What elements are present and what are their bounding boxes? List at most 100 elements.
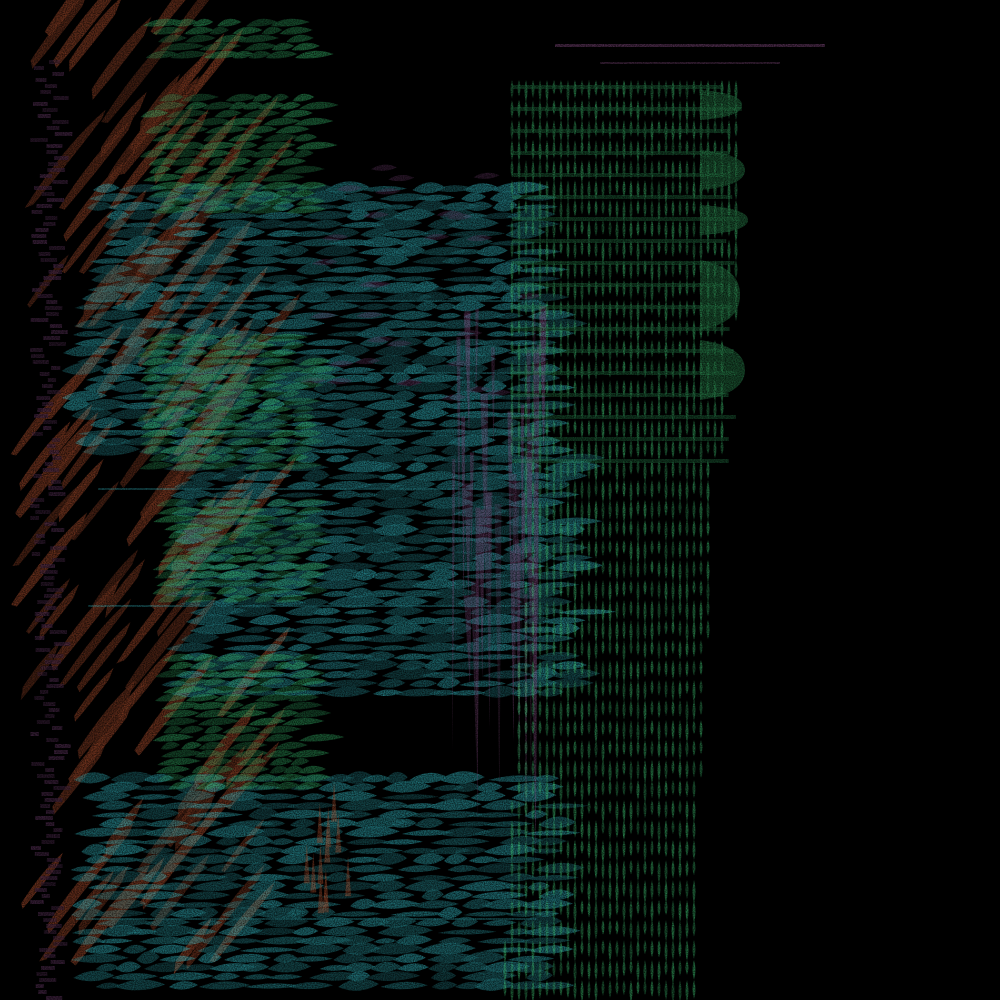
green-leaf [198,149,232,158]
green-rib [573,620,577,638]
cyan-ripple [149,906,176,919]
green-rib [664,360,668,380]
cyan-ripple [220,482,281,489]
green-rib [524,580,528,597]
green-rib [671,860,675,879]
cyan-ripple [381,410,407,419]
green-rib [678,820,682,840]
green-rib [685,860,689,877]
green-rib [594,240,598,258]
green-leaf [294,538,332,547]
cyan-ripple [431,981,458,990]
green-rib [650,460,654,478]
cyan-ripple [292,927,319,936]
green-rib [601,700,605,716]
cyan-ripple [410,353,449,366]
cyan-ripple [355,873,405,882]
cyan-ripple [184,863,208,873]
green-rib [538,260,542,284]
left-trunk-speck [45,810,55,814]
green-rib [671,800,675,819]
cyan-ripple [398,237,439,247]
green-rib [657,600,661,622]
cyan-ripple [516,937,571,944]
green-leaf [178,389,199,398]
green-leaf [140,149,168,158]
green-rib [671,480,675,499]
cyan-ripple [314,245,359,257]
cyan-ripple [159,955,197,962]
green-rib [657,960,661,983]
green-rib [720,420,724,442]
cyan-ripple [341,962,376,972]
green-rib [643,820,647,837]
green-rib [580,720,584,737]
green-rib [545,580,549,599]
green-rib [622,800,626,823]
green-leaf [226,709,268,718]
green-rib [657,620,661,637]
cyan-ripple [299,793,326,801]
left-trunk-speck [51,906,65,910]
cyan-ripple [244,846,286,855]
green-foliage-region-left [135,18,345,790]
cyan-ripple [370,879,407,892]
green-rib [706,420,710,436]
cyan-glitch-line [92,300,539,302]
green-rib [510,800,514,815]
left-trunk-speck [44,594,62,598]
cyan-ripple [451,300,486,312]
cyan-ripple [236,265,288,274]
green-rib [594,400,598,419]
green-rib [531,660,535,680]
cyan-ripple [131,290,166,303]
cyan-ripple [248,807,279,820]
green-rib [692,480,696,495]
left-trunk-speck [34,636,45,640]
green-leaf [298,570,326,579]
green-rib [622,340,626,357]
cyan-ripple [377,678,406,688]
green-leaf [281,165,325,174]
green-rib [524,540,528,560]
green-rib [699,480,703,499]
green-leaf [292,413,316,422]
rust-sprig [331,781,338,822]
rust-streak [91,16,152,100]
green-rib [524,940,528,955]
cyan-ripple [221,845,252,855]
left-trunk-speck [49,546,68,550]
green-rib [552,180,556,204]
left-trunk-speck [47,378,57,382]
cyan-ripple [427,568,459,581]
cyan-ripple [409,772,449,784]
cyan-ripple [289,819,316,828]
green-rib [643,420,647,438]
green-rib [545,160,549,175]
green-rib [566,400,570,417]
cyan-ripple [324,562,378,571]
green-rib [587,660,591,682]
green-rib [615,880,619,904]
green-rib [608,980,612,998]
green-leaf [205,765,235,774]
cyan-ripple [276,892,323,899]
left-trunk-speck [43,426,52,430]
cyan-ripple [458,880,517,892]
green-rib [636,119,640,138]
cyan-ripple [147,924,200,937]
cyan-ripple [84,855,110,864]
cyan-ripple [437,929,497,935]
green-leaf [222,725,261,734]
purple-drip [478,509,485,679]
green-rib [510,180,514,196]
green-rib [671,420,675,436]
green-rib [517,840,521,858]
green-rib [594,600,598,624]
left-trunk-speck [39,978,57,982]
left-trunk-speck [48,162,59,166]
green-rib [559,760,563,783]
green-rib [573,640,577,661]
green-rib [510,980,514,1000]
green-rib [559,740,563,763]
